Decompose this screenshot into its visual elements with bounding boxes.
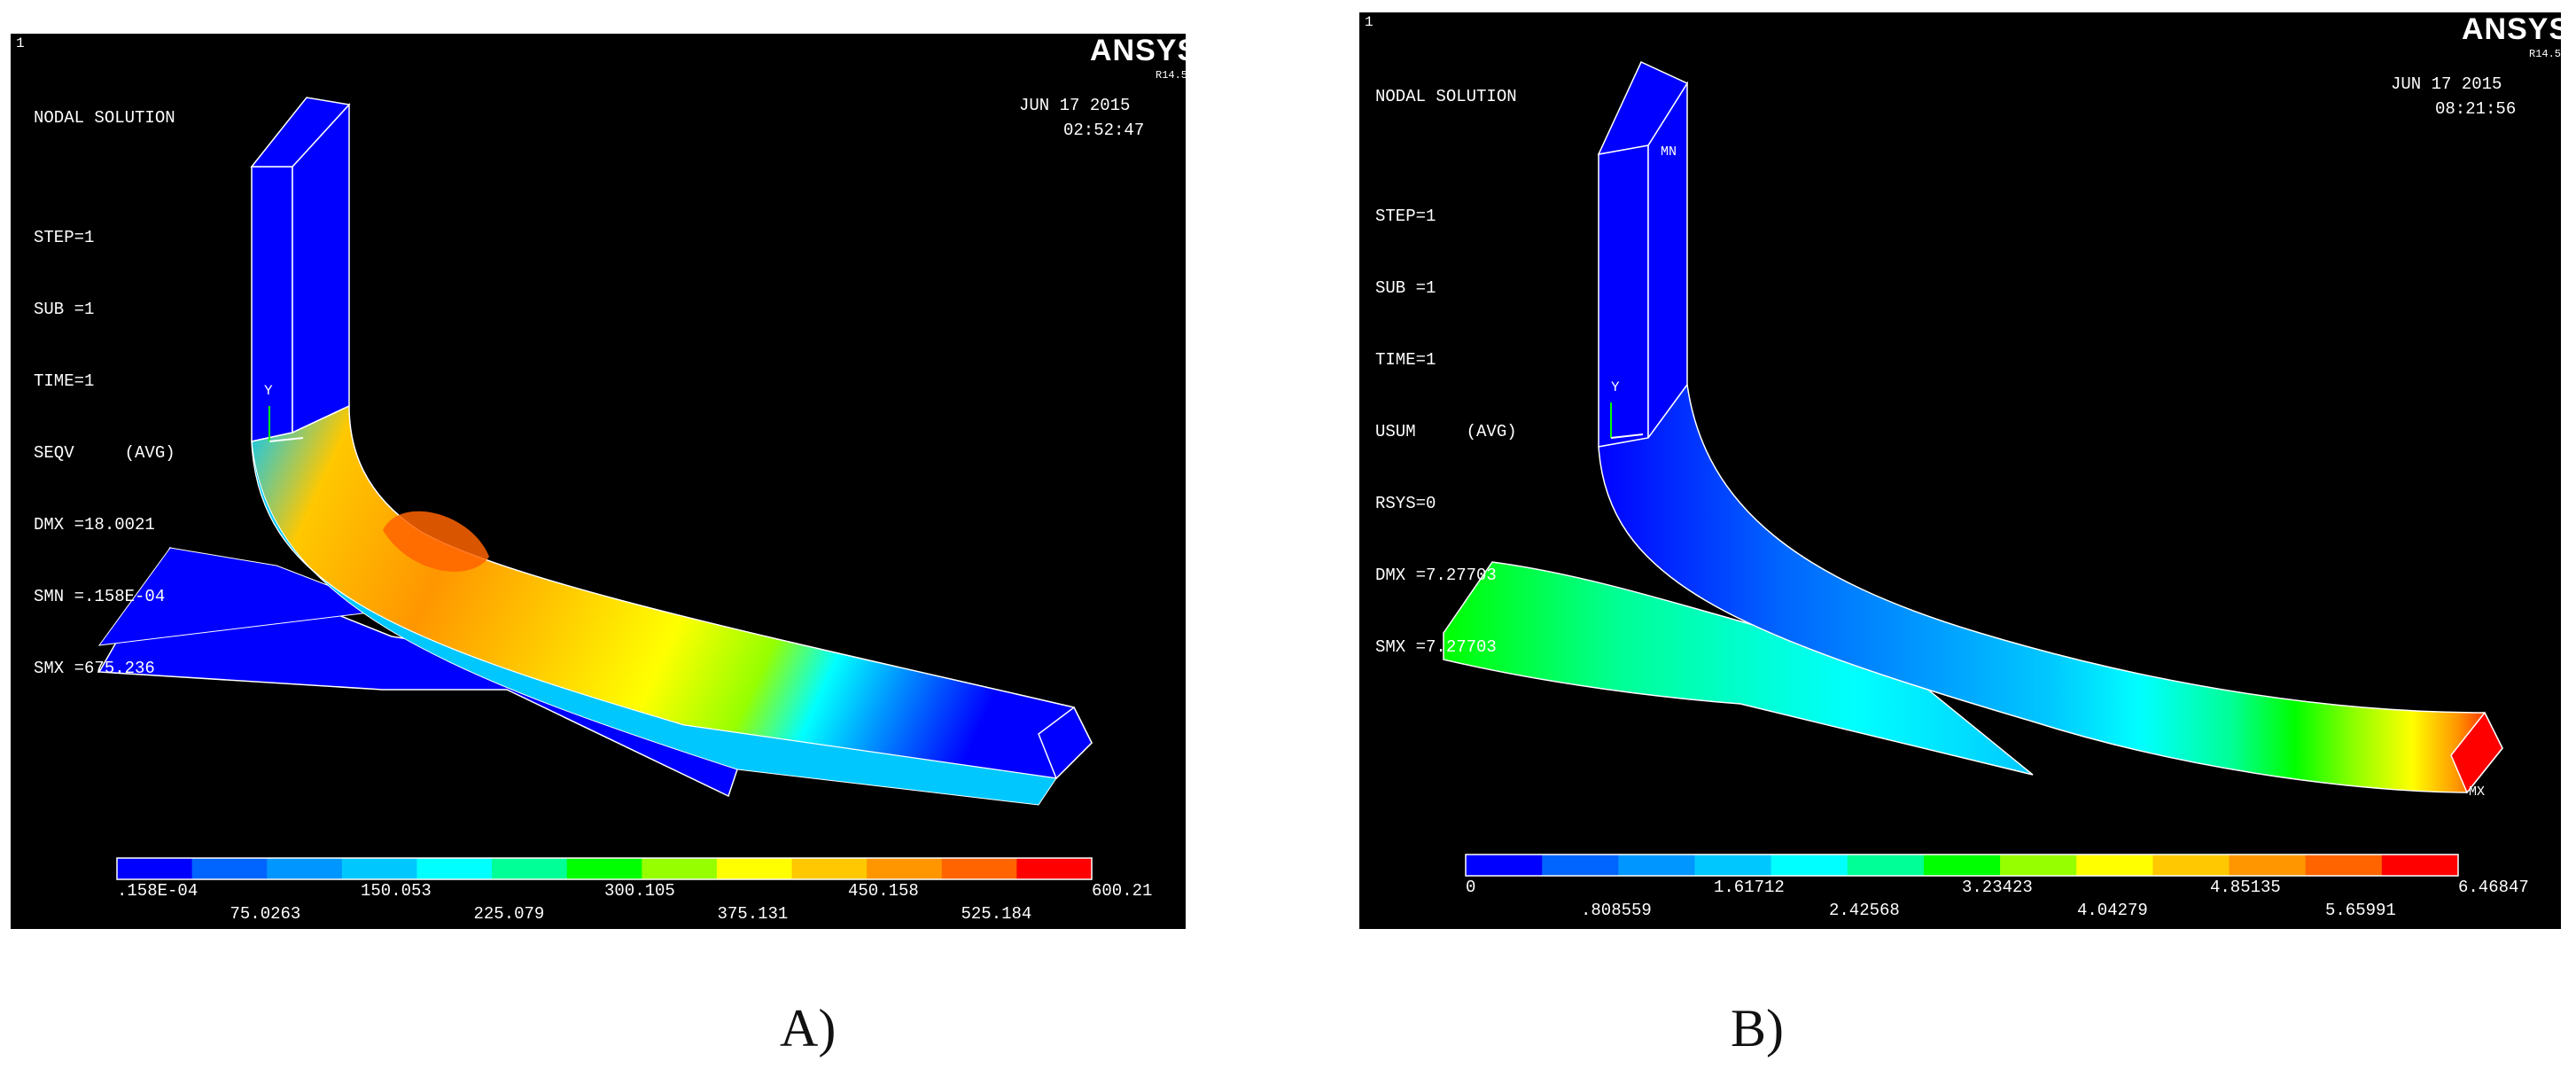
- info-line: STEP=1: [34, 228, 95, 247]
- caption-a: A): [780, 999, 837, 1058]
- legend-swatch: [1542, 855, 1619, 876]
- legend-swatch: [117, 858, 193, 879]
- ansys-logo: ANSYS: [1090, 34, 1186, 67]
- max-marker: MX: [2469, 784, 2486, 800]
- legend-swatch: [2381, 855, 2459, 876]
- info-line: SEQV (AVG): [34, 443, 175, 463]
- info-line: SMX =675.236: [34, 659, 155, 678]
- window-number: 1: [16, 35, 25, 51]
- legend-swatch: [716, 858, 793, 879]
- legend-swatch: [2152, 855, 2230, 876]
- legend-tick-label: 150.053: [361, 881, 432, 901]
- legend-frame: [1465, 854, 2459, 877]
- column-top: [250, 97, 351, 168]
- info-line: TIME=1: [1375, 350, 1436, 370]
- legend-swatch: [1771, 855, 1848, 876]
- legend-tick-label: 3.23423: [1962, 878, 2033, 897]
- info-line: NODAL SOLUTION: [1375, 87, 1517, 106]
- legend-tick-label: 4.85135: [2210, 878, 2281, 897]
- column-top: [1597, 61, 1689, 155]
- arm-end: [2450, 711, 2503, 794]
- legend-swatch: [791, 858, 868, 879]
- legend-swatch: [642, 858, 718, 879]
- legend-swatch: [1016, 858, 1093, 879]
- date-label: JUN 17 2015: [2391, 74, 2502, 94]
- arm-lower-edge: [251, 441, 1057, 806]
- legend-swatch: [941, 858, 1017, 879]
- legend-frame: [116, 857, 1093, 880]
- legend-swatch: [492, 858, 568, 879]
- legend-tick-label: 2.42568: [1829, 901, 1900, 920]
- info-line: SMN =.158E-04: [34, 587, 166, 606]
- legend-tick-label: 600.21: [1092, 881, 1153, 901]
- legend-tick-label: 525.184: [961, 904, 1032, 924]
- legend-swatch: [566, 858, 642, 879]
- axis-label-y: Y: [264, 383, 273, 399]
- info-line: USUM (AVG): [1375, 422, 1517, 441]
- legend-swatch: [2076, 855, 2153, 876]
- legend-tick-label: 300.105: [604, 881, 675, 901]
- arm-end: [1038, 706, 1093, 780]
- min-marker: MN: [1661, 144, 1677, 160]
- legend-swatch: [2229, 855, 2307, 876]
- legend-swatch: [267, 858, 343, 879]
- legend-swatch: [2000, 855, 2077, 876]
- legend-tick-label: 450.158: [848, 881, 919, 901]
- version-label: R14.5: [1156, 69, 1186, 82]
- info-block: NODAL SOLUTION STEP=1 SUB =1 TIME=1 USUM…: [1375, 37, 1517, 707]
- info-line: SUB =1: [34, 300, 95, 319]
- info-block: NODAL SOLUTION STEP=1 SUB =1 TIME=1 SEQV…: [34, 59, 175, 729]
- legend-swatch: [1466, 855, 1543, 876]
- info-line: SMX =7.27703: [1375, 637, 1497, 657]
- info-line: DMX =7.27703: [1375, 566, 1497, 585]
- ansys-logo: ANSYS: [2462, 12, 2561, 46]
- legend-swatch: [2305, 855, 2383, 876]
- legend-swatch: [1847, 855, 1925, 876]
- caption-b: B): [1731, 999, 1784, 1058]
- legend-swatch: [341, 858, 417, 879]
- info-line: TIME=1: [34, 371, 95, 391]
- legend-bar: [116, 857, 1093, 880]
- stress-contour-plot: [97, 97, 1093, 806]
- legend-swatch: [191, 858, 268, 879]
- legend-tick-label: 0: [1466, 878, 1476, 897]
- info-line: STEP=1: [1375, 207, 1436, 226]
- legend-tick-label: 6.46847: [2458, 878, 2529, 897]
- legend-swatch: [867, 858, 943, 879]
- legend-swatch: [1694, 855, 1772, 876]
- legend-tick-label: 375.131: [717, 904, 789, 924]
- legend-tick-label: 75.0263: [230, 904, 301, 924]
- legend-tick-label: 5.65991: [2325, 901, 2396, 920]
- legend-tick-label: .158E-04: [117, 881, 198, 901]
- displacement-contour-plot: [1443, 61, 2503, 794]
- info-line: SUB =1: [1375, 278, 1436, 298]
- legend-swatch: [1923, 855, 2001, 876]
- legend-tick-label: 1.61712: [1714, 878, 1785, 897]
- window-number: 1: [1365, 14, 1374, 30]
- date-label: JUN 17 2015: [1019, 96, 1131, 115]
- version-label: R14.5: [2529, 48, 2561, 60]
- time-label: 02:52:47: [1063, 121, 1145, 140]
- legend-tick-label: 4.04279: [2077, 901, 2148, 920]
- legend-swatch: [1618, 855, 1695, 876]
- legend-tick-label: .808559: [1581, 901, 1652, 920]
- info-line: DMX =18.0021: [34, 515, 155, 535]
- ansys-panel-b: 1 NODAL SOLUTION STEP=1 SUB =1 TIME=1 US…: [1359, 12, 2561, 929]
- time-label: 08:21:56: [2435, 99, 2517, 119]
- ansys-panel-a: 1 NODAL SOLUTION STEP=1 SUB =1 TIME=1 SE…: [11, 34, 1186, 929]
- info-line: NODAL SOLUTION: [34, 108, 175, 128]
- axis-label-y: Y: [1611, 379, 1620, 395]
- info-line: RSYS=0: [1375, 494, 1436, 513]
- legend-tick-label: 225.079: [473, 904, 545, 924]
- legend-bar: [1465, 854, 2459, 877]
- arm-hotspot: [383, 511, 489, 572]
- legend-swatch: [416, 858, 493, 879]
